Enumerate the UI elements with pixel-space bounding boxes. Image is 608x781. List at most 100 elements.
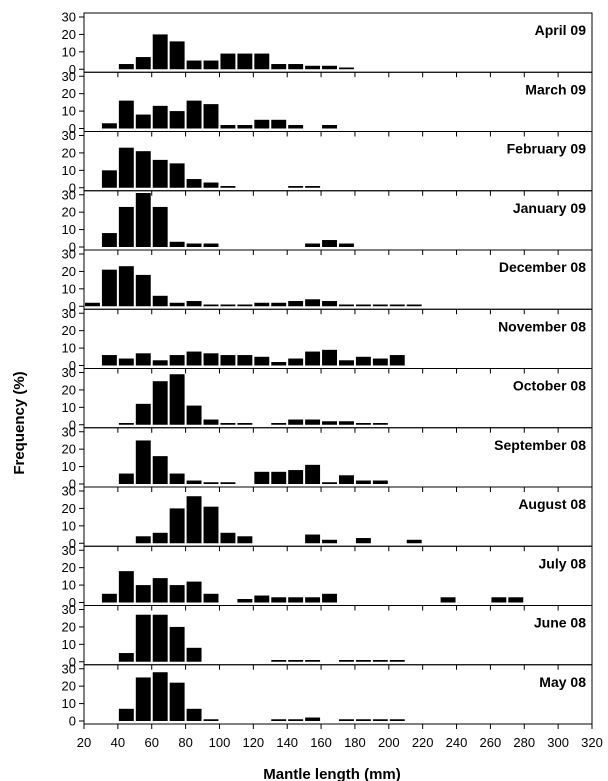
panel-title: February 09: [507, 141, 587, 157]
panel-title: August 08: [518, 496, 586, 512]
bar: [339, 421, 354, 425]
bar: [322, 301, 337, 307]
y-tick-label: 20: [62, 501, 76, 516]
bar: [271, 362, 287, 366]
bar: [288, 301, 304, 307]
bar: [389, 660, 405, 662]
bar: [169, 241, 185, 247]
y-tick-label: 30: [62, 187, 76, 202]
panel-3: 0 10 20 30 February 09: [62, 128, 593, 196]
bar: [118, 64, 134, 70]
y-tick-label: 10: [62, 578, 76, 593]
x-tick-label: 280: [513, 735, 535, 750]
y-tick-label: 0: [69, 477, 76, 492]
x-tick-label: 80: [178, 735, 192, 750]
bar: [186, 179, 202, 188]
y-tick-label: 30: [62, 661, 76, 676]
bar: [118, 266, 134, 307]
bar: [271, 423, 287, 425]
x-tick-label: 200: [378, 735, 400, 750]
y-tick-label: 20: [62, 679, 76, 694]
bar: [288, 470, 304, 484]
bar: [186, 60, 202, 70]
bar: [339, 243, 354, 247]
bar: [288, 597, 304, 603]
y-tick-label: 20: [62, 264, 76, 279]
bar: [322, 349, 337, 366]
bar: [118, 473, 134, 484]
bar: [169, 508, 185, 544]
bar: [135, 193, 151, 247]
panel-5: 0 10 20 30 December 08: [62, 247, 593, 315]
bar: [271, 302, 287, 307]
bar: [152, 360, 168, 366]
bar: [322, 421, 337, 425]
y-tick-label: 10: [62, 518, 76, 533]
panel-title: November 08: [498, 318, 586, 334]
bar: [101, 123, 117, 129]
bar: [152, 295, 168, 307]
bar: [152, 456, 168, 484]
panel-title: June 08: [534, 615, 586, 631]
bar: [203, 506, 219, 544]
bar: [118, 708, 134, 721]
bar: [237, 355, 253, 366]
bar: [322, 593, 337, 603]
x-tick-label: 180: [344, 735, 366, 750]
bar: [254, 119, 270, 129]
bar: [339, 360, 354, 366]
x-tick-label: 40: [111, 735, 125, 750]
bar: [169, 473, 185, 484]
bar: [237, 53, 253, 70]
bar: [169, 626, 185, 662]
bar: [135, 353, 151, 366]
bar: [389, 719, 405, 721]
bar: [152, 532, 168, 544]
bar: [118, 100, 134, 129]
bar: [491, 597, 507, 603]
bar: [169, 585, 185, 603]
bar: [339, 67, 354, 70]
y-tick-label: 20: [62, 619, 76, 634]
bar: [305, 534, 321, 544]
y-tick-label: 10: [62, 696, 76, 711]
y-tick-label: 10: [62, 104, 76, 119]
bar: [203, 104, 219, 129]
y-tick-label: 10: [62, 44, 76, 59]
bar: [288, 125, 304, 129]
bar: [237, 125, 253, 129]
y-tick-label: 20: [62, 442, 76, 457]
bar: [118, 206, 134, 247]
x-tick-label: 160: [310, 735, 332, 750]
y-tick-label: 0: [69, 595, 76, 610]
y-tick-label: 30: [62, 543, 76, 558]
bar: [237, 304, 253, 307]
bar: [322, 125, 337, 129]
bar: [339, 660, 354, 662]
bar: [271, 64, 287, 70]
y-tick-label: 20: [62, 323, 76, 338]
bar: [355, 719, 371, 721]
bar: [355, 480, 371, 484]
panel-title: April 09: [535, 22, 587, 38]
bar: [169, 41, 185, 70]
bar: [135, 57, 151, 70]
bar: [186, 708, 202, 721]
bar: [220, 186, 236, 188]
y-tick-label: 0: [69, 121, 76, 136]
bar: [152, 105, 168, 129]
bar: [152, 672, 168, 721]
bar: [339, 304, 354, 307]
y-tick-label: 10: [62, 163, 76, 178]
bar: [152, 381, 168, 425]
bar: [271, 719, 287, 721]
bar: [169, 355, 185, 366]
y-tick-label: 0: [69, 654, 76, 669]
x-tick-label: 240: [446, 735, 468, 750]
panel-title: May 08: [539, 674, 586, 690]
x-tick-label: 140: [276, 735, 298, 750]
y-tick-label: 0: [69, 358, 76, 373]
bar: [135, 677, 151, 721]
bar: [118, 653, 134, 662]
bar: [288, 419, 304, 425]
